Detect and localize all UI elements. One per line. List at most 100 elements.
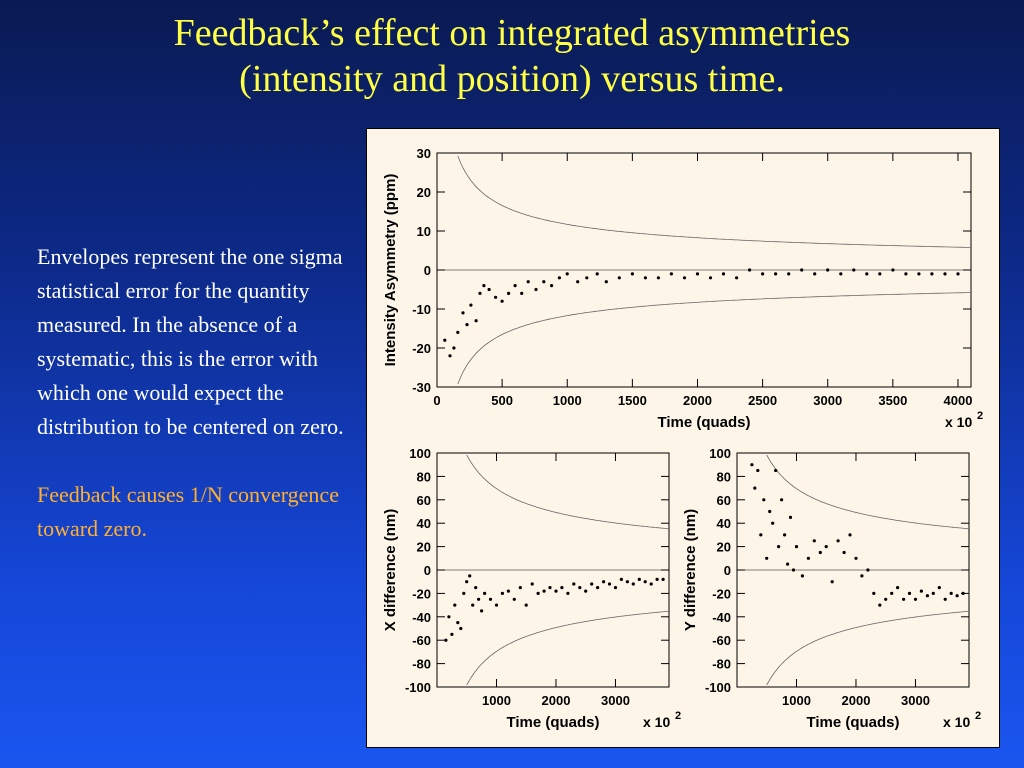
y-difference-ytick-label: -40 — [712, 610, 731, 625]
y-difference-point — [955, 594, 959, 598]
x-difference-point — [474, 586, 478, 590]
y-difference-point — [854, 556, 858, 560]
y-difference-point — [902, 597, 906, 601]
x-difference-ylabel: X difference (nm) — [382, 509, 399, 632]
intensity-point — [469, 303, 473, 307]
note-envelopes: Envelopes represent the one sigma statis… — [37, 244, 344, 439]
x-difference-ytick-label: 60 — [417, 493, 431, 508]
intensity-point — [557, 276, 561, 280]
y-difference-ylabel: Y difference (nm) — [682, 509, 699, 631]
y-difference-point — [768, 509, 772, 514]
intensity-point — [852, 268, 856, 272]
x-difference-point — [506, 589, 510, 593]
x-difference-point — [494, 603, 499, 607]
x-difference-ytick-label: 0 — [424, 563, 431, 578]
x-difference-point — [512, 597, 516, 601]
x-difference-xlabel: Time (quads) — [506, 714, 599, 731]
y-difference-ytick-label: 40 — [717, 516, 731, 531]
intensity-point — [595, 272, 599, 276]
x-difference-point — [619, 577, 623, 581]
intensity-point — [774, 272, 778, 276]
y-difference-x-multiplier-exp: 2 — [975, 710, 981, 722]
intensity-point — [465, 323, 469, 327]
y-difference-ytick-label: 20 — [717, 540, 731, 555]
intensity-point — [682, 276, 687, 280]
y-difference-point — [878, 603, 882, 607]
intensity-ytick-label: -20 — [412, 341, 431, 356]
intensity-point — [904, 272, 908, 276]
intensity-point — [507, 291, 511, 295]
intensity-point — [695, 272, 700, 276]
intensity-xtick-label: 4000 — [944, 393, 973, 408]
y-difference-point — [919, 589, 924, 593]
x-difference-ytick-label: -80 — [412, 657, 431, 672]
x-difference-point — [536, 591, 540, 595]
y-difference-ytick-label: -60 — [712, 633, 731, 648]
x-difference-point — [596, 586, 600, 590]
x-difference-point — [643, 580, 647, 584]
intensity-point — [956, 272, 960, 276]
x-difference-ytick-label: 40 — [417, 516, 431, 531]
title-line-1: Feedback’s effect on integrated asymmetr… — [173, 12, 851, 54]
y-difference-xtick-label: 3000 — [901, 693, 930, 708]
x-difference-point — [524, 603, 528, 607]
intensity-ytick-label: -30 — [412, 380, 431, 395]
x-difference-point — [518, 586, 522, 590]
y-difference-point — [794, 545, 799, 549]
intensity-point — [735, 276, 739, 280]
y-difference-point — [884, 597, 888, 601]
x-difference-point — [631, 582, 635, 586]
intensity-point — [943, 272, 947, 276]
y-difference-point — [806, 556, 810, 560]
y-difference-x-multiplier: x 10 — [943, 714, 970, 730]
note-feedback: Feedback causes 1/N convergence toward z… — [37, 482, 339, 541]
x-difference-point — [625, 580, 629, 584]
intensity-point — [448, 354, 452, 358]
y-difference-point — [812, 539, 816, 543]
y-difference-point — [943, 597, 947, 601]
intensity-point — [617, 276, 621, 280]
intensity-xtick-label: 1000 — [553, 393, 582, 408]
y-difference-point — [860, 574, 864, 578]
y-difference-point — [925, 594, 930, 598]
y-difference-point — [750, 463, 754, 467]
intensity-point — [565, 272, 569, 276]
title-line-2: (intensity and position) versus time. — [239, 58, 785, 100]
intensity-point — [813, 272, 817, 276]
x-difference-point — [477, 597, 481, 601]
intensity-ytick-label: 10 — [417, 224, 431, 239]
intensity-point — [748, 268, 752, 272]
intensity-point — [487, 287, 491, 292]
x-difference-point — [578, 586, 582, 590]
x-difference-point — [447, 615, 451, 619]
y-difference-point — [937, 586, 941, 590]
intensity-point — [474, 319, 478, 323]
y-difference-point — [753, 486, 757, 490]
x-difference-point — [480, 609, 484, 613]
intensity-point — [800, 268, 804, 272]
x-difference-point — [530, 582, 534, 586]
y-difference-ytick-label: 100 — [709, 446, 731, 461]
intensity-point — [930, 272, 934, 276]
intensity-point — [643, 276, 647, 280]
intensity-point — [456, 330, 460, 334]
y-difference-point — [842, 550, 846, 555]
y-difference-xlabel: Time (quads) — [806, 714, 899, 731]
intensity-point — [891, 268, 895, 272]
x-difference-point — [590, 582, 594, 586]
y-difference-point — [896, 586, 900, 590]
y-difference-point — [836, 539, 840, 543]
x-difference-ytick-label: -100 — [405, 680, 431, 695]
x-difference-point — [607, 582, 612, 586]
intensity-point — [865, 272, 869, 276]
intensity-point — [761, 272, 765, 276]
y-difference-point — [949, 591, 953, 595]
y-difference-point — [961, 591, 965, 595]
y-difference-ytick-label: 60 — [717, 493, 731, 508]
intensity-point — [478, 291, 482, 295]
y-difference-point — [788, 515, 793, 519]
intensity-point — [839, 272, 843, 276]
x-difference-point — [459, 626, 463, 631]
y-difference-point — [780, 498, 784, 502]
y-difference-point — [800, 574, 804, 578]
